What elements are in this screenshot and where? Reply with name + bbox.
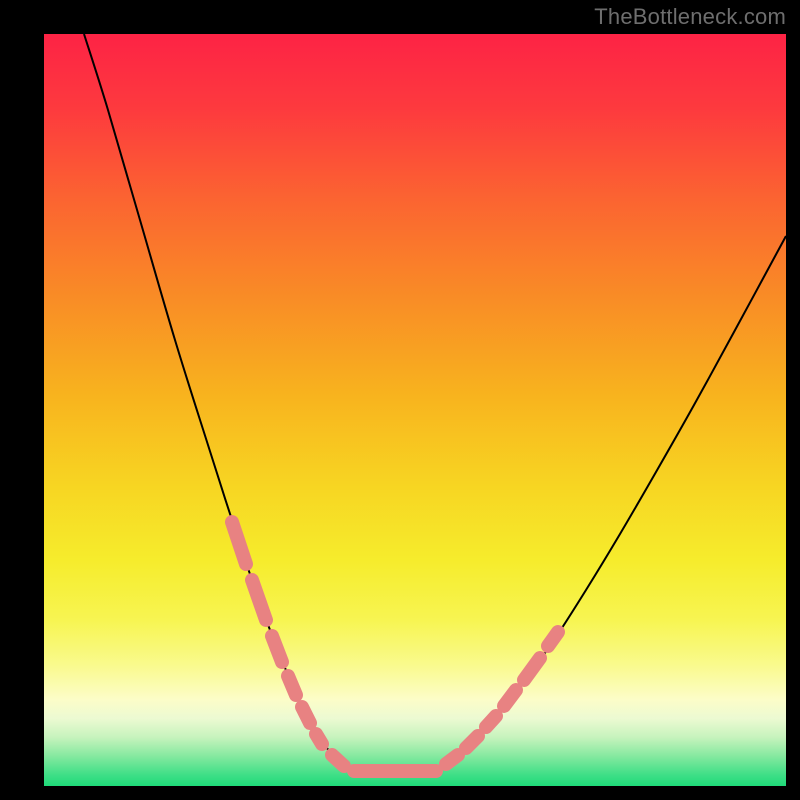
chart-svg: [0, 0, 800, 800]
marker-segment: [524, 658, 540, 680]
marker-segment: [302, 707, 310, 723]
marker-segment: [232, 522, 246, 564]
watermark-text: TheBottleneck.com: [594, 4, 786, 30]
marker-segment: [332, 755, 344, 766]
marker-segment: [446, 755, 458, 764]
marker-segment: [252, 580, 266, 620]
marker-segment: [466, 736, 478, 748]
marker-segment: [316, 734, 322, 744]
marker-segment: [272, 636, 282, 662]
marker-segment: [504, 690, 516, 706]
marker-segment: [288, 676, 296, 695]
bottleneck-curve: [84, 34, 786, 775]
marker-segment: [548, 632, 558, 646]
marker-segment: [486, 716, 496, 727]
